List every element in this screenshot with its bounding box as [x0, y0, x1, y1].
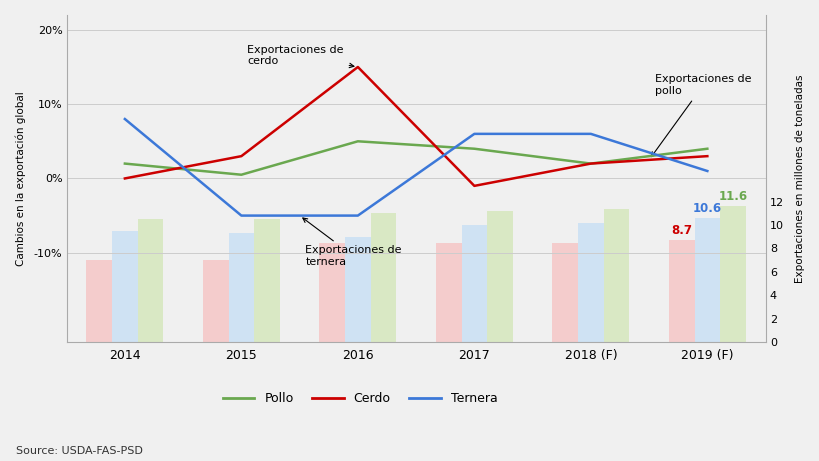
Text: Exportaciones de
pollo: Exportaciones de pollo	[650, 74, 750, 157]
Bar	[254, 219, 279, 342]
Bar	[694, 218, 719, 342]
Text: Exportaciones de
cerdo: Exportaciones de cerdo	[247, 45, 354, 68]
Text: Exportaciones de
ternera: Exportaciones de ternera	[302, 218, 401, 267]
Bar	[345, 237, 370, 342]
Y-axis label: Exportaciones en millones de toneladas: Exportaciones en millones de toneladas	[794, 74, 804, 283]
Bar	[603, 209, 628, 342]
Bar	[461, 225, 486, 342]
Bar	[319, 242, 345, 342]
Text: 11.6: 11.6	[717, 190, 747, 203]
Bar	[486, 211, 512, 342]
Bar	[112, 231, 138, 342]
Bar	[370, 213, 396, 342]
Text: 10.6: 10.6	[692, 201, 721, 215]
Bar	[202, 260, 229, 342]
Bar	[719, 207, 745, 342]
Bar	[436, 242, 461, 342]
Bar	[138, 219, 163, 342]
Text: 8.7: 8.7	[671, 224, 691, 237]
Bar	[229, 233, 254, 342]
Bar	[668, 240, 694, 342]
Bar	[577, 223, 603, 342]
Legend: Pollo, Cerdo, Ternera: Pollo, Cerdo, Ternera	[218, 387, 502, 410]
Text: Source: USDA-FAS-PSD: Source: USDA-FAS-PSD	[16, 446, 143, 456]
Bar	[552, 242, 577, 342]
Bar	[86, 260, 112, 342]
Y-axis label: Cambios en la exportación global: Cambios en la exportación global	[15, 91, 25, 266]
